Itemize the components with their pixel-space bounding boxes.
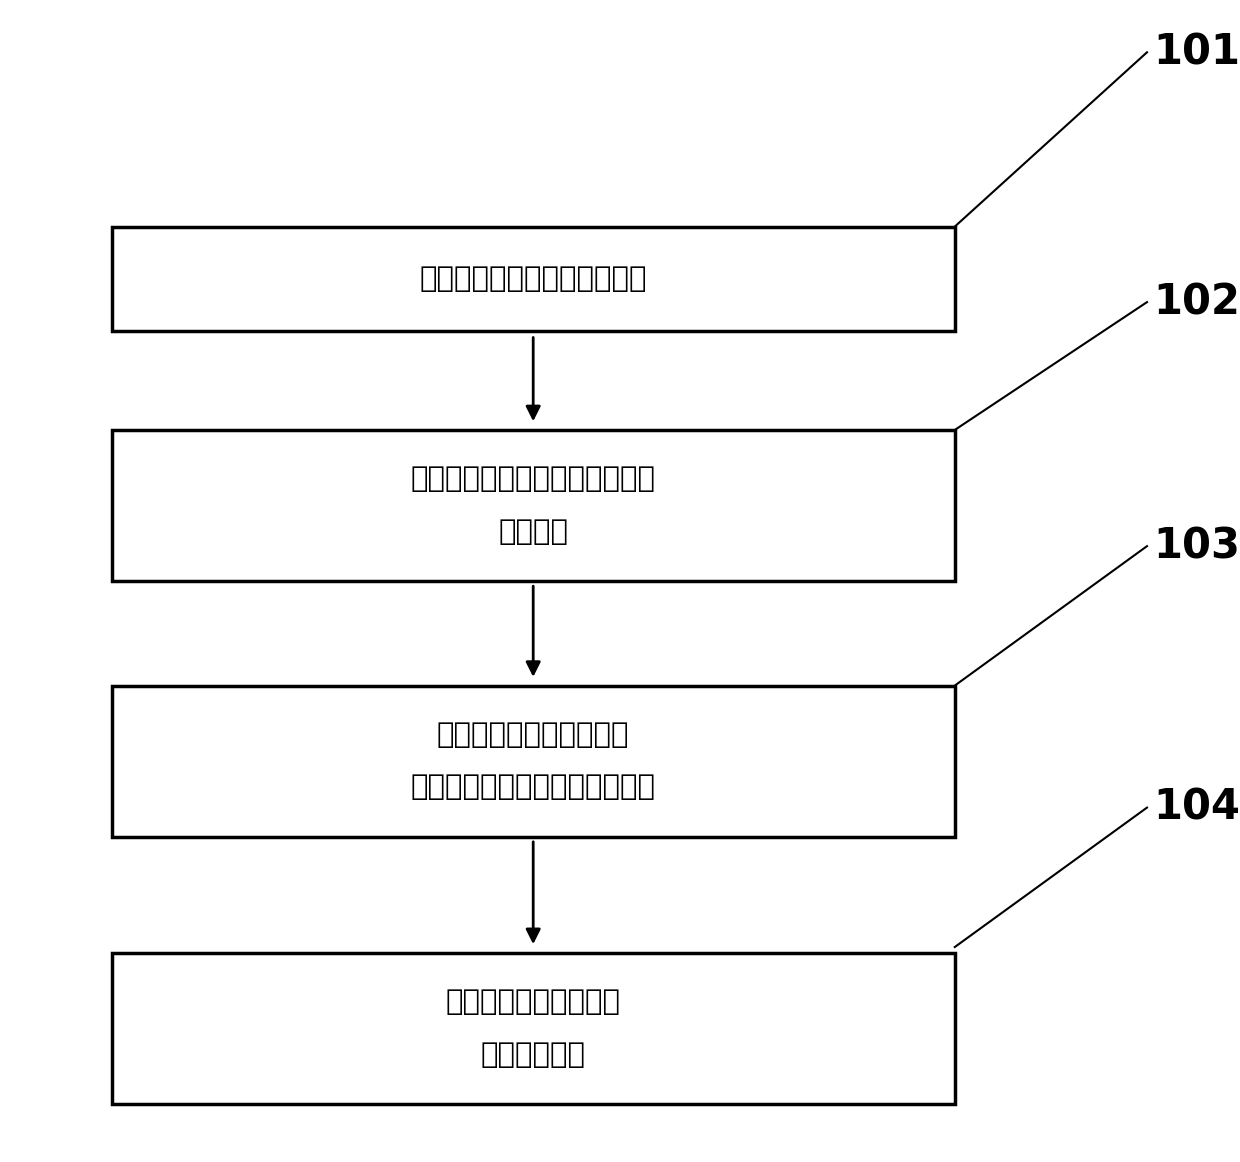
Text: 101: 101 [1153,31,1240,73]
Text: 生成倒虹吸管身进口段三维模型: 生成倒虹吸管身进口段三维模型 [410,773,656,802]
Text: 建立管身进口段三维模型雏形: 建立管身进口段三维模型雏形 [419,265,647,293]
Bar [112,227,955,331]
Bar [112,430,955,581]
Text: 103: 103 [1153,525,1240,567]
Text: 104: 104 [1153,787,1240,829]
Text: 对孔身三维模型进行修饰: 对孔身三维模型进行修饰 [436,720,630,749]
Text: 三维模型: 三维模型 [498,517,568,546]
Text: 102: 102 [1153,281,1240,323]
Bar [112,686,955,837]
Text: 加工生成含输水孔的管身进口段: 加工生成含输水孔的管身进口段 [410,465,656,494]
Text: 三维建模模板: 三维建模模板 [481,1040,585,1069]
Bar [112,953,955,1104]
Text: 形成倒虹吸管身进口段: 形成倒虹吸管身进口段 [445,988,621,1017]
